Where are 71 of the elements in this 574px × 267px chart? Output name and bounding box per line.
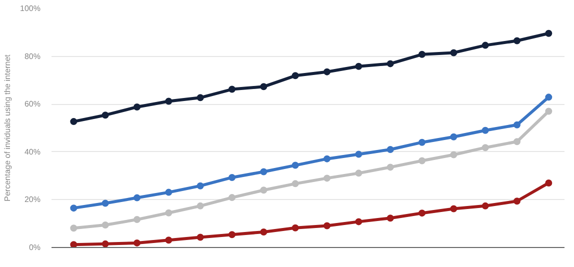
point: [355, 170, 362, 177]
y-tick-label: 60%: [24, 100, 41, 109]
y-tick-label: 80%: [24, 52, 41, 61]
point: [228, 174, 236, 181]
point: [355, 62, 362, 70]
point: [134, 239, 140, 246]
point: [165, 188, 172, 196]
point: [165, 98, 172, 105]
point: [482, 144, 489, 152]
point: [260, 228, 268, 236]
point: [418, 138, 426, 146]
point: [355, 218, 362, 226]
point: [165, 209, 172, 216]
point: [260, 186, 268, 194]
point: [102, 222, 109, 229]
point: [102, 200, 109, 207]
point: [228, 194, 236, 202]
point: [102, 112, 109, 119]
point: [102, 240, 109, 248]
point: [70, 241, 78, 248]
point: [260, 83, 268, 90]
point: [482, 202, 489, 210]
point: [134, 194, 140, 202]
point: [450, 49, 458, 56]
point: [260, 168, 268, 176]
point: [228, 86, 236, 93]
point: [70, 118, 78, 126]
point: [196, 202, 204, 210]
y-tick-label: 40%: [24, 147, 41, 156]
point: [292, 224, 299, 232]
point: [134, 103, 140, 110]
point: [514, 37, 520, 44]
y-tick-label: 20%: [24, 195, 41, 204]
point: [386, 164, 394, 171]
point: [70, 224, 78, 232]
point: [165, 236, 172, 244]
point: [545, 108, 552, 115]
point: [418, 50, 426, 58]
point: [292, 162, 299, 169]
point: [196, 182, 204, 190]
point: [482, 42, 489, 49]
point: [545, 30, 552, 37]
point: [450, 151, 458, 158]
point: [386, 146, 394, 154]
point: [545, 179, 552, 186]
point: [545, 94, 552, 101]
point: [70, 204, 78, 212]
point: [324, 68, 330, 76]
point: [324, 222, 330, 230]
point: [228, 231, 236, 238]
point: [418, 157, 426, 164]
point: [482, 126, 489, 134]
point: [514, 198, 520, 205]
point: [134, 216, 140, 224]
y-tick-label: 100%: [20, 4, 41, 13]
point: [324, 174, 330, 182]
point: [514, 138, 520, 146]
point: [292, 72, 299, 80]
point: [450, 205, 458, 212]
point: [386, 214, 394, 222]
point: [514, 121, 520, 128]
point: [355, 150, 362, 158]
y-axis-title: Percentage of inviduals using the internet: [3, 54, 12, 202]
point: [196, 94, 204, 102]
point: [196, 234, 204, 241]
point: [450, 133, 458, 140]
y-tick-label: 0%: [28, 243, 40, 252]
point: [292, 180, 299, 188]
point: [418, 210, 426, 217]
point: [324, 155, 330, 162]
point: [386, 60, 394, 68]
